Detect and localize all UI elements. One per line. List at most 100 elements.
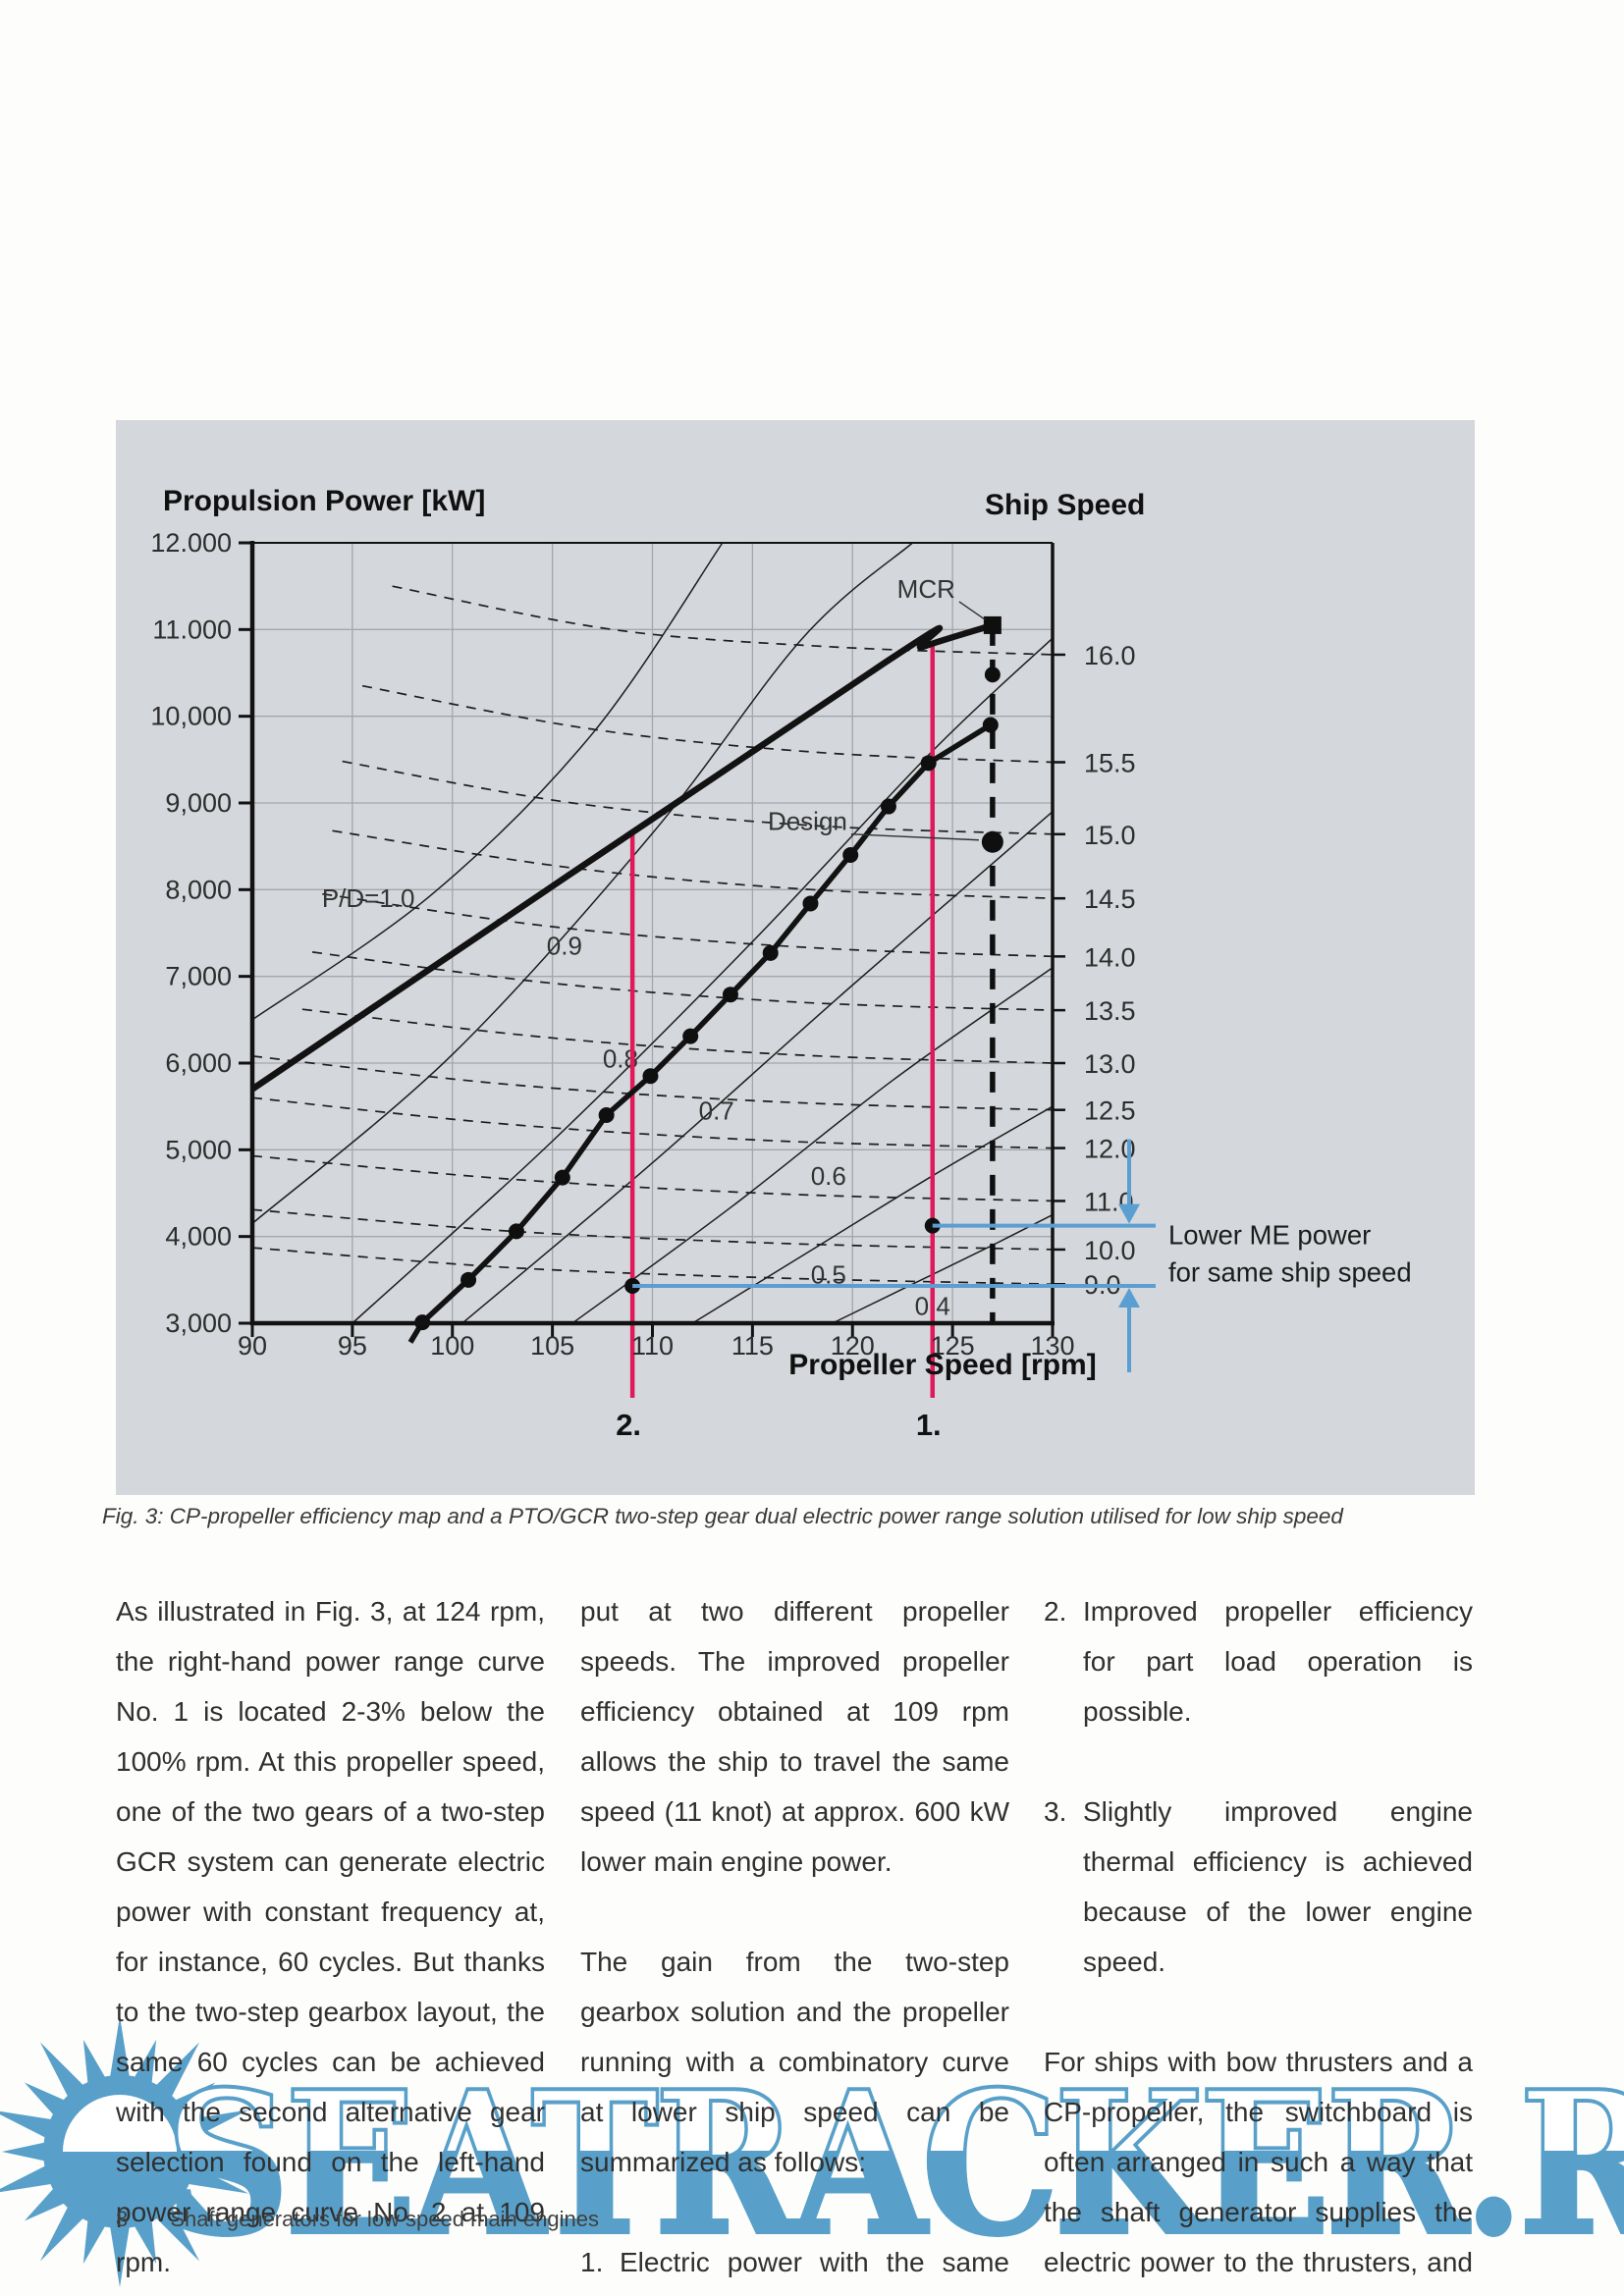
ship-speed-contour <box>322 892 1054 958</box>
ship-speed-contour <box>311 951 1054 1011</box>
y-tick-label: 11.000 <box>152 614 232 644</box>
watermark-text-outline: SEATRACKER.RU <box>163 2049 1624 2279</box>
x-axis-title: Propeller Speed [rpm] <box>788 1349 1096 1381</box>
ship-speed-contour <box>332 829 1054 900</box>
list-item: 2. Improved propeller efficiency for par… <box>1044 1586 1473 1736</box>
y-tick-label: 5,000 <box>165 1135 232 1164</box>
pd-curve <box>832 1213 1054 1324</box>
y-tick-label: 3,000 <box>165 1308 232 1338</box>
list-item: 1. Electric power with the same frequenc… <box>580 2237 1009 2296</box>
paragraph: put at two different propeller speeds. T… <box>580 1596 1009 1877</box>
ship-speed-contour <box>251 1055 1054 1111</box>
figure-chart: 16.0 15.5 15.0 14.5 14.0 13.5 13.0 12.5 12.0 11.0… <box>150 485 1412 1442</box>
ship-speed-tick-label: 15.0 <box>1084 821 1136 850</box>
combinator-point <box>460 1271 477 1288</box>
list-item-text: Slightly improved engine thermal efficie… <box>1083 1796 1473 1977</box>
ship-speed-tick-label: 14.0 <box>1084 942 1136 972</box>
ship-speed-tick-label: 13.5 <box>1084 996 1136 1026</box>
design-callout-line <box>850 833 979 841</box>
y-tick-label: 10,000 <box>150 702 232 731</box>
list-item: 3. Slightly improved engine thermal effi… <box>1044 1787 1473 1987</box>
x-tick-label: 95 <box>338 1331 367 1361</box>
paragraph: The gain from the two-step gearbox solut… <box>580 1947 1009 2177</box>
x-tick-label: 105 <box>530 1331 574 1361</box>
ship-speed-contour <box>251 1208 1054 1251</box>
arrow-up-icon <box>1118 1288 1140 1308</box>
y-tick-label: 12.000 <box>150 528 232 558</box>
power-range-line-number: 2. <box>616 1408 641 1442</box>
x-tick-label: 120 <box>831 1331 875 1361</box>
combinator-point <box>682 1028 699 1044</box>
ship-speed-contour <box>392 585 1054 656</box>
sun-dome <box>63 2095 177 2152</box>
mcr-marker <box>983 615 1001 634</box>
pd-curve <box>571 967 1054 1324</box>
column-3: 2. Improved propeller efficiency for par… <box>1044 1586 1473 2296</box>
ship-speed-contour <box>342 760 1054 835</box>
x-tick-label: 110 <box>631 1331 674 1361</box>
footer-title: Shaft generators for low speed main engi… <box>170 2207 599 2231</box>
combinator-point <box>762 944 779 961</box>
x-tick-label: 90 <box>238 1331 267 1361</box>
design-label: Design <box>768 807 847 836</box>
ship-speed-tick-label: 13.0 <box>1084 1049 1136 1079</box>
y-tick-label: 4,000 <box>165 1222 232 1252</box>
y-tick-label: 7,000 <box>165 962 232 991</box>
ship-speed-contour <box>251 1154 1054 1202</box>
y-axis-title: Propulsion Power [kW] <box>163 485 485 517</box>
combinator-point <box>982 717 999 733</box>
ship-speed-tick-label: 15.5 <box>1084 748 1136 777</box>
ship-speed-contour <box>301 1008 1054 1064</box>
lower-me-power-label: for same ship speed <box>1168 1257 1412 1288</box>
pd-curve-label: 0.7 <box>699 1096 734 1126</box>
pd-curve <box>691 1105 1054 1324</box>
y-tick-label: 9,000 <box>165 788 232 818</box>
arrow-down-icon <box>1118 1203 1140 1224</box>
ship-speed-tick-label: 10.0 <box>1084 1236 1136 1265</box>
pd-curve <box>352 637 1054 1324</box>
combinator-point <box>920 755 937 772</box>
pd-curve <box>461 811 1054 1324</box>
paragraph: As illustrated in Fig. 3, at 124 rpm, th… <box>116 1596 545 2277</box>
list-item-text: Improved propeller efficiency for part l… <box>1083 1596 1473 1727</box>
ship-speed-tick-label: 16.0 <box>1084 641 1136 670</box>
page-number: 8 <box>116 2207 129 2231</box>
pd-curve-label: 0.6 <box>811 1161 846 1191</box>
list-item-number: 1. <box>580 2247 604 2277</box>
watermark-text-fill: SEATRACKER.RU <box>165 2049 1624 2279</box>
y-tick-label: 8,000 <box>165 875 232 904</box>
combinator-point <box>642 1068 659 1085</box>
combinator-point <box>598 1106 615 1123</box>
x-tick-label: 100 <box>430 1331 474 1361</box>
ship-speed-tick-label: 12.5 <box>1084 1096 1136 1126</box>
y-tick-label: 6,000 <box>165 1048 232 1078</box>
figure-3-chart-panel: 16.0 15.5 15.0 14.5 14.0 13.5 13.0 12.5 12.0 11.0… <box>116 420 1475 1495</box>
combinator-point <box>842 846 859 863</box>
engine-power-range-curve <box>250 621 994 1093</box>
x-tick-label: 125 <box>931 1331 975 1361</box>
sun-logo-icon <box>0 2016 249 2287</box>
list-item-number: 3. <box>1044 1796 1067 1827</box>
list-item-text: Electric power with the same frequency g… <box>620 2247 1009 2277</box>
mcr-label: MCR <box>897 574 955 604</box>
paragraph: For ships with bow thrusters and a CP-pr… <box>1044 2047 1473 2277</box>
power-range-line-number: 1. <box>916 1408 942 1442</box>
pd-curve <box>251 542 724 1021</box>
x-tick-label: 115 <box>731 1331 774 1361</box>
lower-me-power-label: Lower ME power <box>1168 1220 1371 1251</box>
combinator-point <box>802 895 819 912</box>
combinator-point <box>722 987 738 1003</box>
figure-caption: Fig. 3: CP-propeller efficiency map and … <box>102 1504 1343 1528</box>
x-tick-label: 130 <box>1030 1331 1074 1361</box>
ship-speed-contour <box>251 1247 1054 1286</box>
design-point <box>981 830 1003 853</box>
column-2: put at two different propeller speeds. T… <box>580 1586 1009 2296</box>
combinator-point <box>880 798 896 815</box>
combinator-point <box>554 1169 570 1186</box>
ship-speed-title: Ship Speed <box>985 489 1145 521</box>
combinator-point <box>508 1223 524 1240</box>
column-1: As illustrated in Fig. 3, at 124 rpm, th… <box>116 1586 545 2296</box>
mcr-callout-line <box>958 601 986 620</box>
